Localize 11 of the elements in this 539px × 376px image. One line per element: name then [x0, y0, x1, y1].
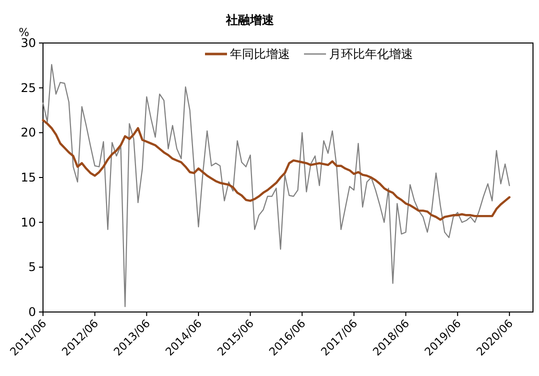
legend-label: 月环比年化增速	[329, 47, 413, 61]
y-tick-label: 30	[20, 36, 36, 50]
y-tick-label: 5	[28, 260, 36, 274]
chart-title: 社融增速	[225, 13, 275, 27]
y-axis-title: %	[18, 26, 30, 39]
y-tick-label: 20	[20, 126, 36, 140]
legend-label: 年同比增速	[230, 47, 290, 61]
y-tick-label: 15	[20, 170, 36, 184]
y-tick-label: 10	[20, 215, 36, 230]
y-tick-label: 25	[20, 80, 36, 95]
y-tick-label: 0	[28, 305, 36, 319]
